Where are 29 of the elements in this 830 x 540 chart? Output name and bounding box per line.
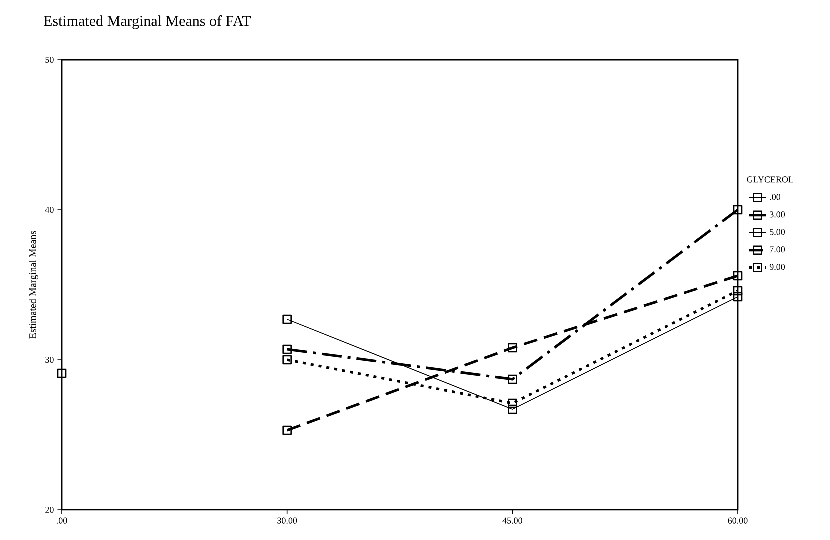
point xyxy=(733,271,743,281)
point xyxy=(282,355,292,365)
point xyxy=(508,374,518,384)
x-tick-label: .00 xyxy=(56,518,68,524)
legend-label: .00 xyxy=(770,194,781,200)
chart-title: Estimated Marginal Means of FAT xyxy=(44,16,252,30)
y-axis-title: Estimated Marginal Means xyxy=(29,231,38,339)
y-tick-label: 50 xyxy=(46,56,54,64)
legend-label: 5.00 xyxy=(770,229,786,236)
point xyxy=(508,343,518,353)
legend-label: 9.00 xyxy=(770,264,786,270)
point xyxy=(282,344,292,354)
point xyxy=(733,292,743,302)
legend-label: 3.00 xyxy=(770,212,786,218)
legend-title: GLYCEROL xyxy=(747,176,794,183)
x-tick-label: 30.00 xyxy=(278,518,298,524)
x-tick-label: 60.00 xyxy=(728,518,748,524)
point xyxy=(733,205,743,215)
point xyxy=(282,426,292,436)
y-tick-label: 20 xyxy=(46,506,54,514)
legend-label: 7.00 xyxy=(770,246,786,253)
y-tick-label: 30 xyxy=(46,356,54,364)
y-tick-label: 40 xyxy=(45,206,54,214)
point xyxy=(57,368,67,378)
point xyxy=(508,398,518,408)
point xyxy=(733,286,743,296)
point xyxy=(282,314,292,324)
x-tick-label: 45.00 xyxy=(502,518,522,524)
point xyxy=(508,404,518,414)
